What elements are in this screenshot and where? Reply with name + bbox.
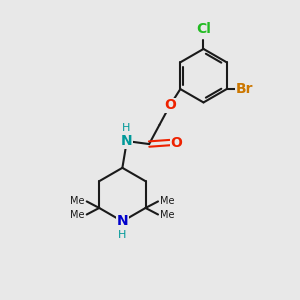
- Text: N: N: [117, 214, 128, 228]
- Text: Me: Me: [160, 196, 174, 206]
- Text: H: H: [122, 123, 130, 133]
- Text: N: N: [121, 134, 133, 148]
- Text: O: O: [164, 98, 176, 112]
- Text: Me: Me: [70, 196, 85, 206]
- Text: H: H: [118, 230, 127, 240]
- Text: O: O: [170, 136, 182, 150]
- Text: Me: Me: [160, 210, 174, 220]
- Text: Br: Br: [236, 82, 254, 96]
- Text: Me: Me: [70, 210, 85, 220]
- Text: Cl: Cl: [196, 22, 211, 36]
